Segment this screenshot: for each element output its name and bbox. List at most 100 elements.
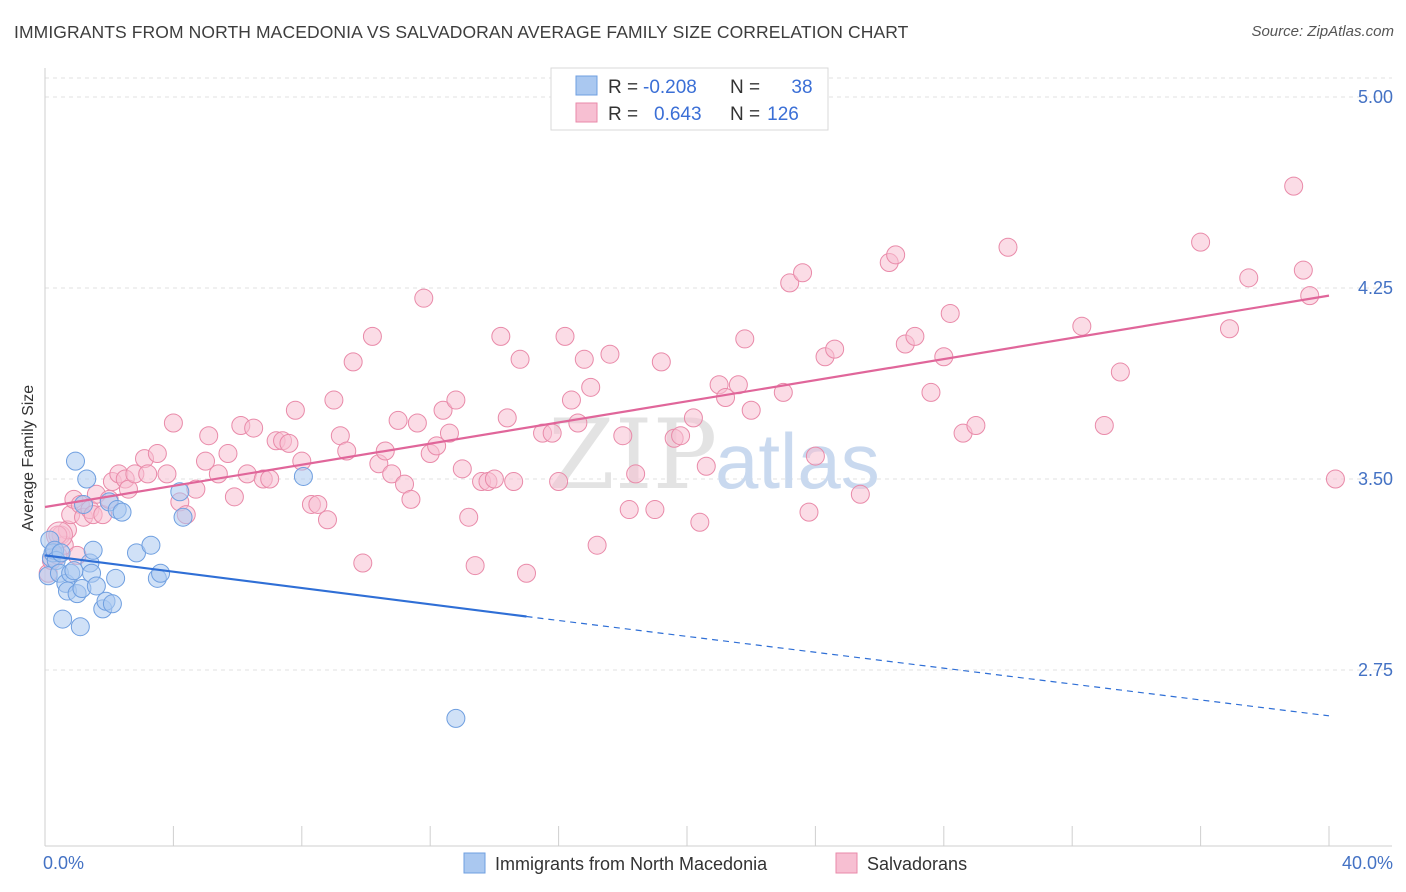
- north-macedonia-point: [141, 535, 161, 555]
- trend-line-north-macedonia: [44, 554, 527, 618]
- north-macedonia-point: [102, 594, 122, 614]
- salvadoran-point: [549, 472, 569, 492]
- salvadoran-point: [619, 500, 639, 520]
- north-macedonia-point: [83, 540, 103, 560]
- legend-r-label: R =: [608, 77, 638, 98]
- salvadoran-point: [600, 344, 620, 364]
- axes: [44, 68, 1392, 847]
- salvadoran-point: [491, 326, 511, 346]
- salvadoran-point: [196, 451, 215, 471]
- salvadoran-point: [353, 553, 373, 573]
- legend-swatch-north-macedonia: [575, 75, 598, 96]
- north-macedonia-point: [65, 451, 85, 471]
- salvadoran-point: [793, 263, 813, 283]
- salvadoran-point: [921, 382, 941, 402]
- salvadoran-point: [805, 446, 825, 466]
- salvadoran-point: [446, 390, 466, 410]
- legend-n-label: N =: [730, 104, 760, 125]
- legend-r-value: 0.643: [654, 104, 702, 125]
- salvadoran-point: [799, 502, 819, 522]
- legend-swatch-salvadorans: [575, 102, 598, 123]
- y-tick-label: 3.50: [1358, 469, 1393, 489]
- salvadoran-point: [279, 433, 299, 453]
- salvadoran-point: [587, 535, 607, 555]
- legend-r-label: R =: [608, 104, 638, 125]
- salvadoran-point: [735, 329, 755, 349]
- salvadoran-point: [568, 413, 588, 433]
- salvadoran-point: [1300, 286, 1320, 306]
- salvadoran-point: [613, 426, 633, 446]
- salvadoran-point: [407, 413, 427, 433]
- salvadoran-point: [825, 339, 845, 359]
- salvadoran-point: [1325, 469, 1345, 489]
- north-macedonia-point: [74, 494, 94, 514]
- salvadoran-point: [645, 500, 665, 520]
- bottom-legend-label-north-macedonia: Immigrants from North Macedonia: [495, 854, 768, 874]
- legend-r-value: -0.208: [643, 77, 697, 98]
- salvadoran-point: [439, 423, 459, 443]
- salvadoran-point: [433, 400, 453, 420]
- salvadoran-point: [773, 382, 793, 402]
- north-macedonia-point: [64, 561, 84, 581]
- salvadoran-point: [517, 563, 536, 583]
- x-tick-label: 0.0%: [43, 853, 84, 873]
- trend-line-salvadorans: [44, 294, 1330, 509]
- salvadoran-point: [1239, 268, 1259, 288]
- salvadoran-point: [308, 494, 328, 514]
- x-ticks: 0.0% 40.0%: [43, 853, 1393, 873]
- salvadoran-point: [850, 484, 870, 504]
- north-macedonia-point: [293, 466, 313, 486]
- salvadoran-point: [1110, 362, 1130, 382]
- salvadoran-point: [683, 408, 703, 428]
- salvadoran-point: [555, 326, 575, 346]
- salvadoran-point: [671, 426, 691, 446]
- y-tick-label: 2.75: [1358, 660, 1393, 680]
- salvadoran-point: [696, 456, 716, 476]
- bottom-legend: Immigrants from North Macedonia Salvador…: [463, 852, 967, 874]
- source-label: Source: ZipAtlas.com: [1251, 23, 1394, 40]
- north-macedonia-point: [86, 576, 106, 596]
- north-macedonia-point: [77, 469, 97, 489]
- salvadoran-point: [966, 416, 986, 436]
- north-macedonia-point: [112, 502, 132, 522]
- salvadoran-point: [465, 556, 485, 576]
- salvadoran-point: [218, 444, 238, 464]
- legend-n-value: 126: [767, 104, 799, 125]
- salvadoran-point: [561, 390, 581, 410]
- legend-box: R = -0.208 N = 38 R = 0.643 N = 126: [550, 67, 829, 131]
- salvadoran-point: [741, 400, 761, 420]
- salvadoran-point: [934, 347, 954, 367]
- legend-n-value: 38: [791, 77, 812, 98]
- north-macedonia-point: [70, 617, 90, 637]
- salvadoran-point: [1072, 316, 1092, 336]
- salvadoran-point: [886, 245, 906, 265]
- north-macedonia-point: [53, 609, 73, 629]
- salvadoran-point: [510, 349, 530, 369]
- y-ticks: 2.75 3.50 4.25 5.00: [1358, 87, 1393, 680]
- salvadoran-point: [388, 410, 408, 430]
- trend-lines: [44, 294, 1330, 717]
- bottom-legend-swatch-salvadorans: [835, 852, 858, 874]
- salvadoran-point: [138, 464, 158, 484]
- salvadoran-point: [504, 472, 524, 492]
- salvadoran-point: [780, 273, 800, 293]
- salvadoran-point: [1284, 176, 1304, 196]
- salvadoran-point: [401, 489, 421, 509]
- y-axis-label: Average Family Size: [20, 385, 37, 532]
- x-tick-label: 40.0%: [1342, 853, 1393, 873]
- legend-n-label: N =: [730, 77, 760, 98]
- salvadoran-point: [163, 413, 183, 433]
- bottom-legend-label-salvadorans: Salvadorans: [867, 854, 967, 874]
- north-macedonia-point: [170, 482, 190, 502]
- salvadoran-point: [574, 349, 594, 369]
- salvadoran-point: [285, 400, 305, 420]
- salvadoran-point: [414, 288, 434, 308]
- salvadoran-point: [244, 418, 264, 438]
- salvadoran-point: [626, 464, 646, 484]
- salvadoran-point: [224, 487, 244, 507]
- north-macedonia-point: [173, 507, 193, 527]
- salvadoran-point: [199, 426, 219, 446]
- chart-title: IMMIGRANTS FROM NORTH MACEDONIA VS SALVA…: [14, 22, 909, 42]
- y-tick-label: 5.00: [1358, 87, 1393, 107]
